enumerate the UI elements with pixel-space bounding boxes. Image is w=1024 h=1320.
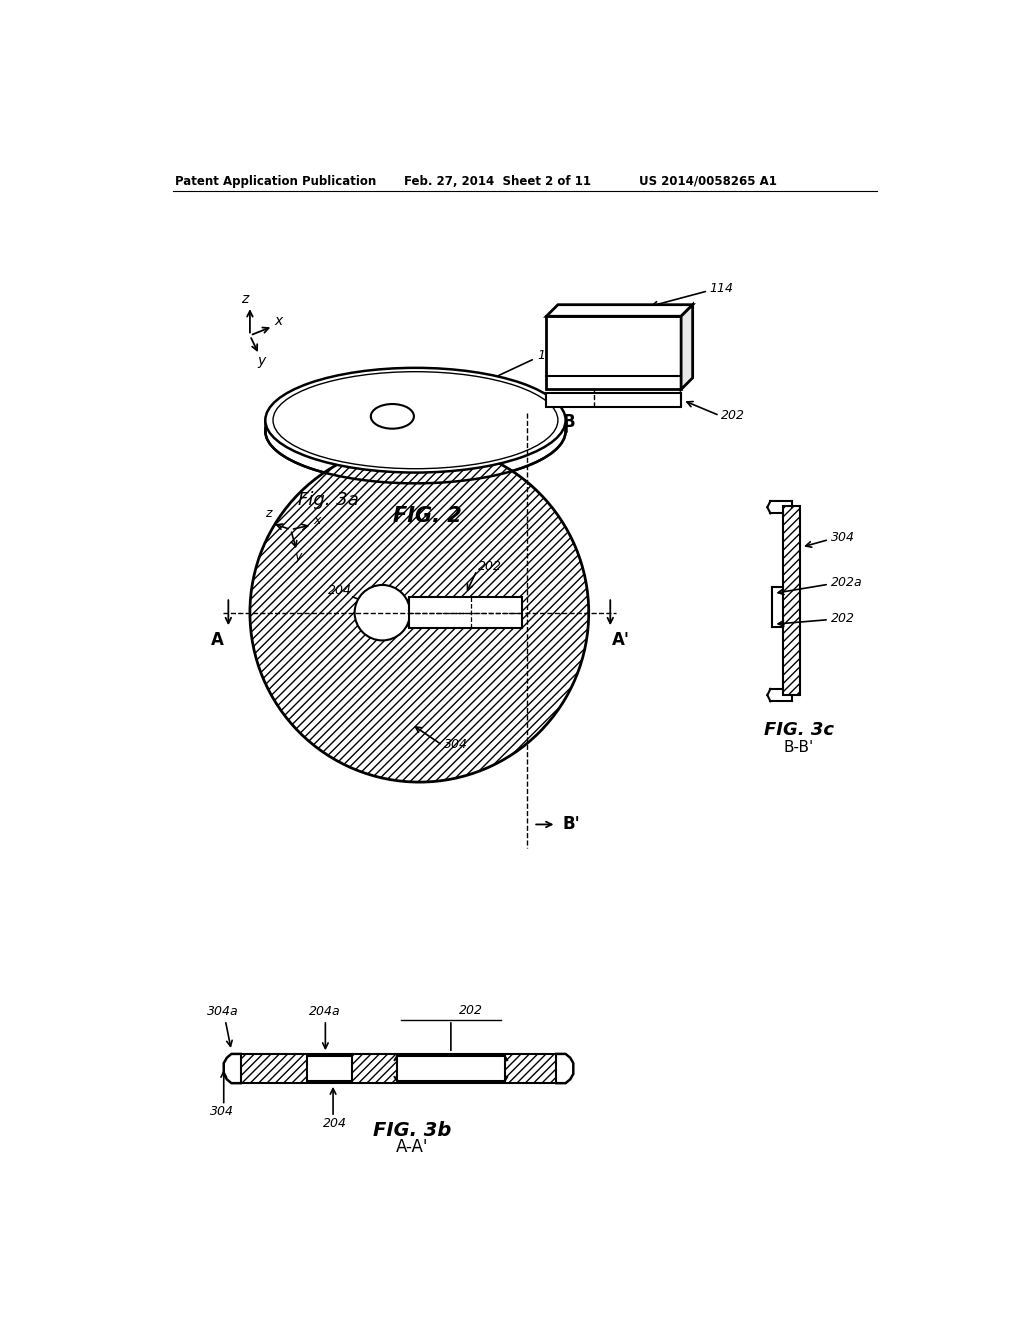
- Text: 202: 202: [478, 560, 503, 573]
- Text: A: A: [211, 631, 224, 649]
- Circle shape: [250, 444, 589, 781]
- Text: B-B': B-B': [783, 741, 814, 755]
- Text: 304: 304: [444, 738, 468, 751]
- Text: 204a: 204a: [309, 1006, 341, 1019]
- Ellipse shape: [265, 379, 565, 483]
- Text: A': A': [612, 631, 630, 649]
- Text: z: z: [264, 507, 271, 520]
- Ellipse shape: [371, 404, 414, 429]
- Ellipse shape: [265, 368, 565, 473]
- Bar: [307, 1056, 351, 1081]
- Text: 304: 304: [830, 531, 854, 544]
- Text: z: z: [241, 292, 248, 306]
- Text: 202a: 202a: [830, 576, 862, 589]
- Text: 304a: 304a: [207, 1006, 239, 1019]
- Bar: [782, 507, 800, 696]
- Text: FIG. 3c: FIG. 3c: [764, 721, 834, 739]
- Text: y: y: [258, 354, 266, 368]
- Text: x: x: [313, 515, 322, 527]
- Text: B': B': [562, 816, 581, 833]
- Text: 112: 112: [467, 413, 492, 425]
- Text: 204: 204: [337, 424, 360, 437]
- Text: 202: 202: [721, 409, 745, 421]
- Bar: [241, 1053, 556, 1084]
- Text: 114: 114: [710, 282, 733, 296]
- Bar: [409, 598, 522, 628]
- Bar: [547, 317, 681, 389]
- Bar: [397, 1056, 505, 1081]
- Text: A-A': A-A': [396, 1138, 429, 1156]
- Circle shape: [354, 585, 410, 640]
- Text: 204: 204: [323, 1117, 347, 1130]
- Text: 202: 202: [459, 1005, 482, 1016]
- Text: 204: 204: [329, 585, 352, 597]
- Text: Feb. 27, 2014  Sheet 2 of 11: Feb. 27, 2014 Sheet 2 of 11: [403, 174, 591, 187]
- Bar: [547, 393, 681, 407]
- Text: 304: 304: [210, 1105, 233, 1118]
- Ellipse shape: [273, 372, 558, 469]
- Text: FIG. 3b: FIG. 3b: [373, 1121, 452, 1139]
- Polygon shape: [547, 305, 692, 317]
- Text: y: y: [295, 550, 302, 564]
- Text: B: B: [562, 413, 575, 430]
- Polygon shape: [681, 305, 692, 389]
- Text: FIG. 2: FIG. 2: [392, 506, 462, 525]
- Text: x: x: [274, 314, 283, 329]
- Text: Fig. 3a: Fig. 3a: [298, 491, 359, 510]
- Text: 202: 202: [830, 612, 854, 624]
- Text: 112: 112: [538, 348, 561, 362]
- Text: Patent Application Publication: Patent Application Publication: [175, 174, 377, 187]
- Text: US 2014/0058265 A1: US 2014/0058265 A1: [639, 174, 776, 187]
